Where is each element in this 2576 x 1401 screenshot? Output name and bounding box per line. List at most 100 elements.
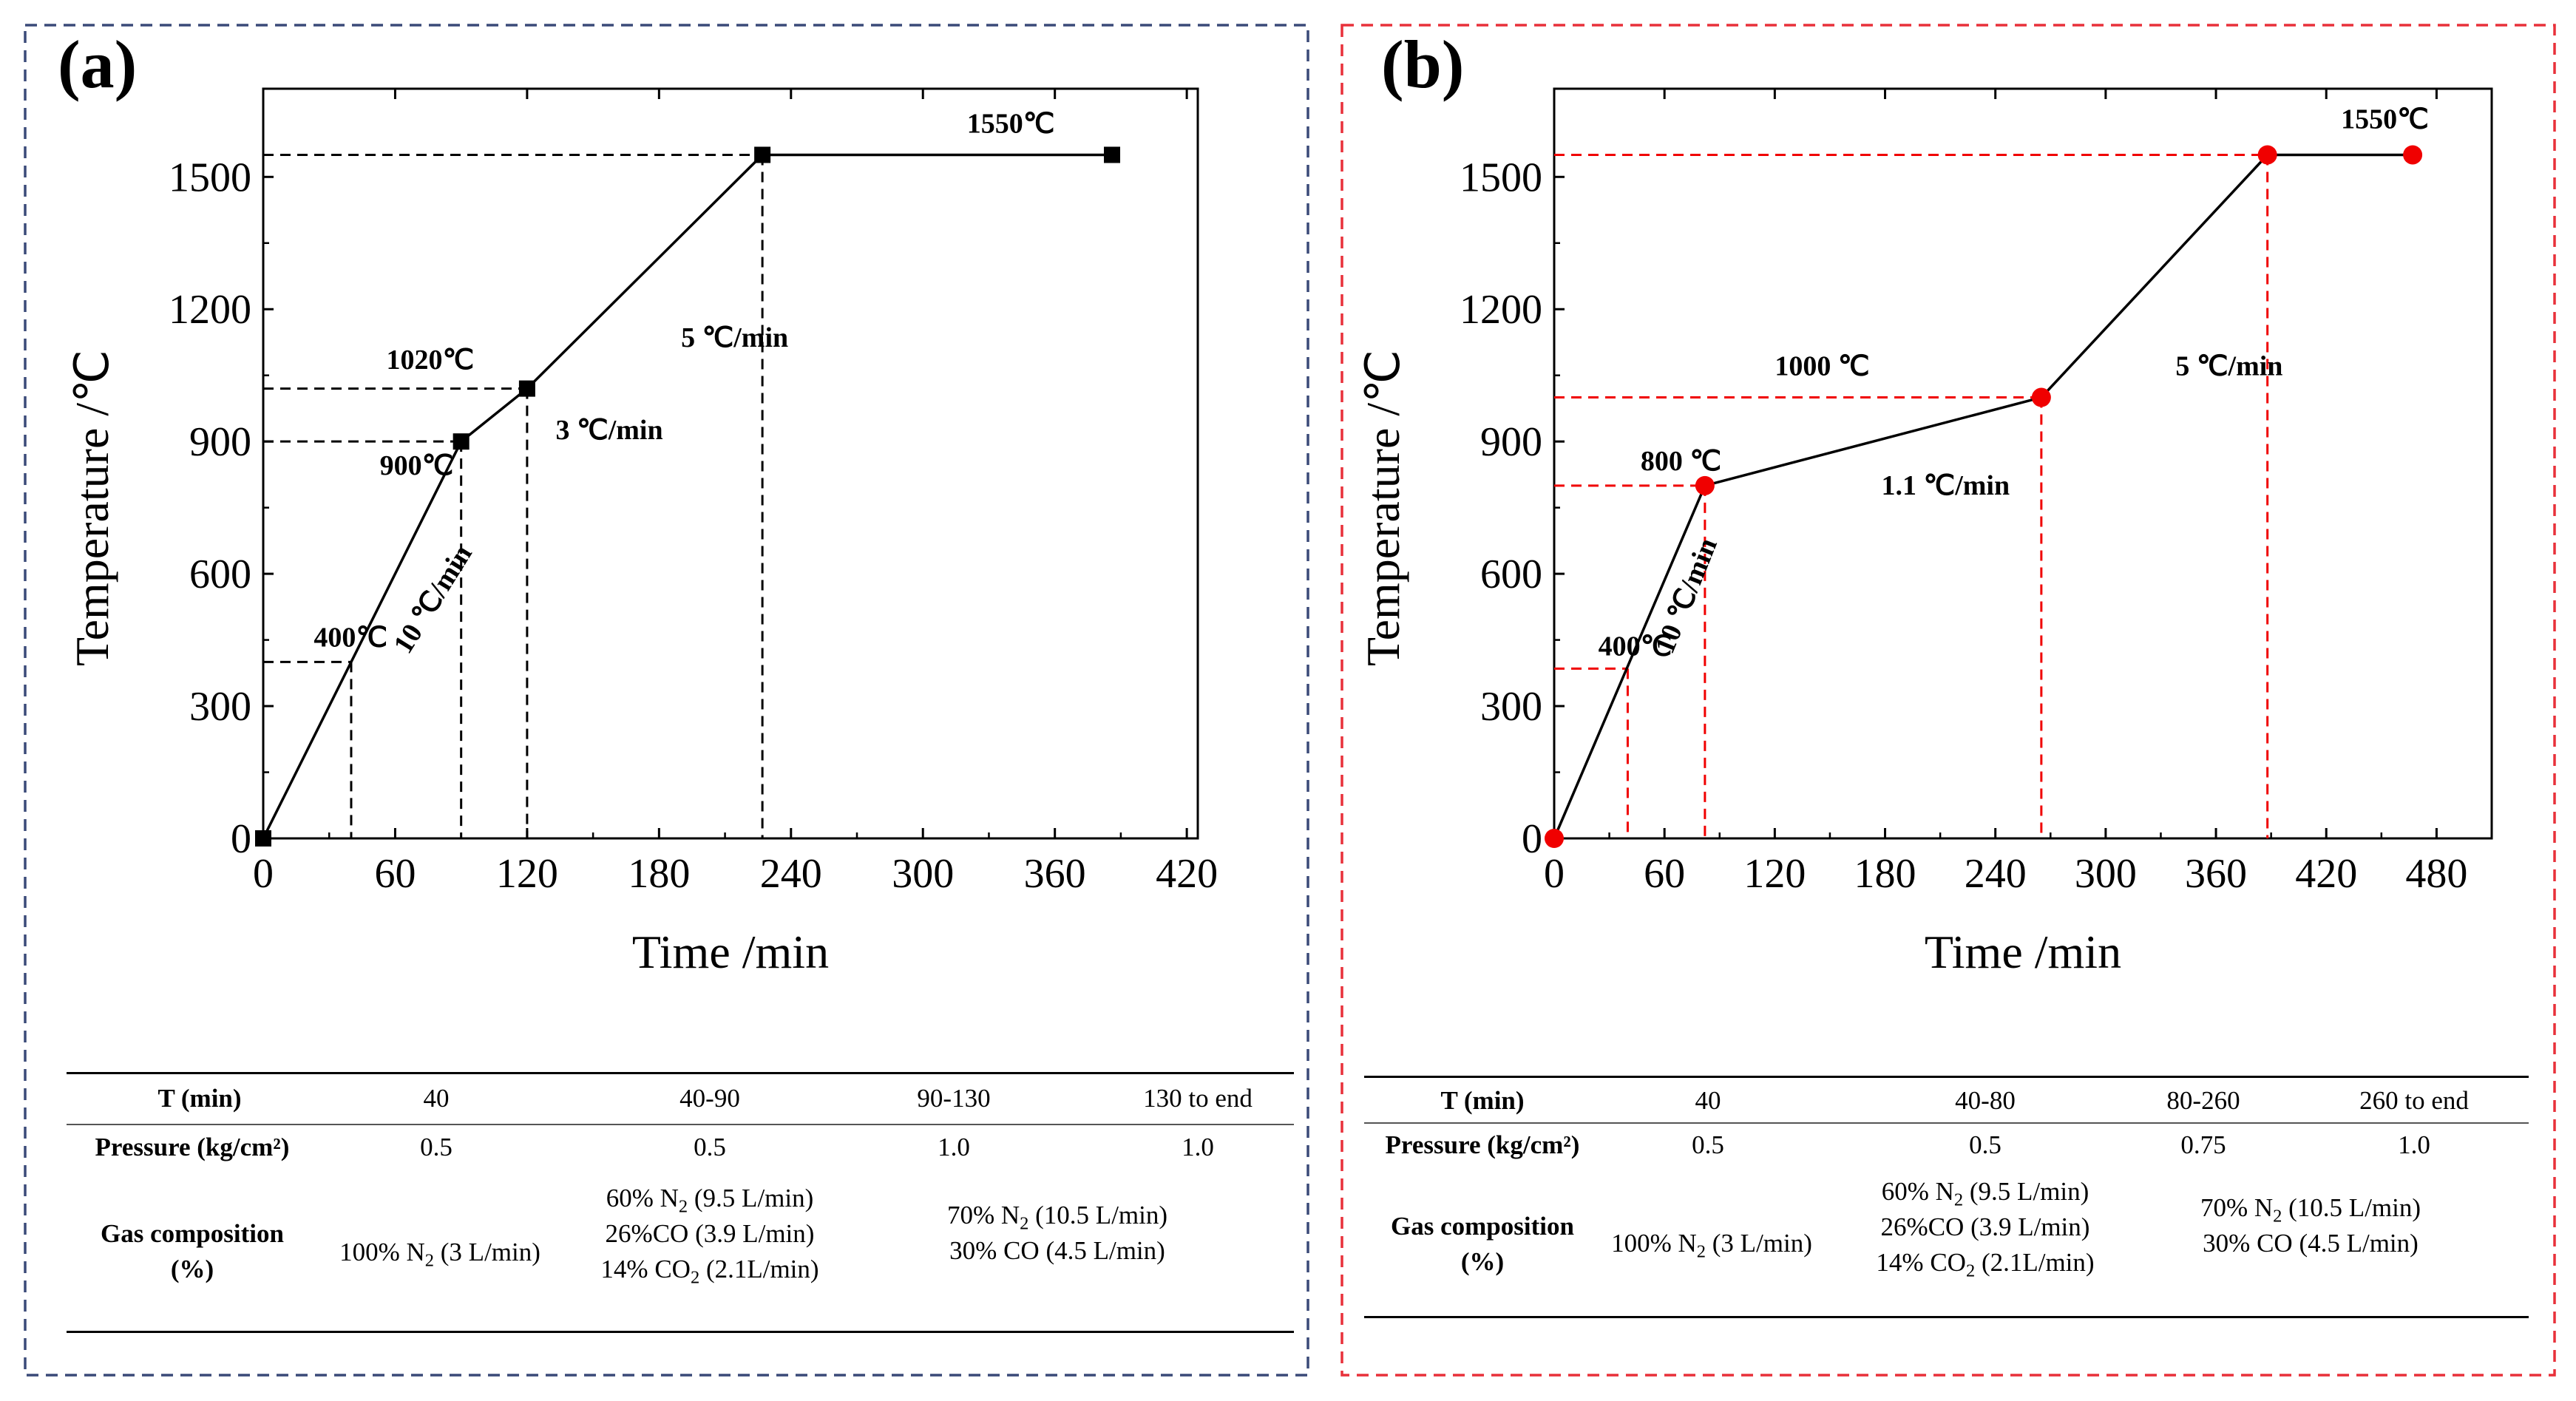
data-point (1695, 475, 1715, 495)
chart-b: 0 60 120 180 240 300 360 420 480 0 300 600 900 1200 15… (1357, 27, 2493, 978)
table-a-row3-c1: 100% N2 (3 L/min) (339, 1238, 540, 1271)
table-a-row1-c1: 40 (423, 1084, 450, 1113)
y-tick-label: 1200 (1460, 287, 1542, 333)
x-tick-label: 300 (2075, 851, 2137, 897)
y-tick-label: 600 (1480, 552, 1542, 597)
plot-frame (262, 87, 1199, 840)
table-a-row1-c2: 40-90 (679, 1084, 740, 1113)
table-a-row2-c1: 0.5 (420, 1133, 453, 1161)
data-point (453, 433, 470, 450)
panel-label: (a) (58, 27, 137, 102)
table-a-row1-c3: 90-130 (917, 1084, 991, 1113)
data-point (754, 146, 771, 163)
panel-label: (b) (1381, 27, 1464, 102)
table-b-row2-c3: 0.75 (2180, 1130, 2226, 1159)
table-b-row1-label: T (min) (1440, 1086, 1525, 1115)
data-point (518, 380, 535, 397)
x-axis-label: Time /min (1925, 926, 2121, 978)
annotation-label: 1550℃ (2341, 104, 2429, 135)
table-b-top-rule (1364, 1076, 2529, 1078)
x-tick-label: 60 (374, 851, 416, 897)
data-point (2031, 387, 2051, 407)
annotation-label: 900℃ (380, 450, 454, 481)
annotation-label: 1020℃ (387, 345, 475, 376)
table-b-row3-c1: 100% N2 (3 L/min) (1611, 1229, 1812, 1262)
table-b-row3-label-2: (%) (1460, 1247, 1505, 1276)
table-a: T (min) 40 40-90 90-130 130 to end Press… (67, 1072, 1294, 1338)
x-tick-label: 360 (2185, 851, 2247, 897)
x-axis-label: Time /min (632, 926, 829, 978)
chart-a: 0 60 120 180 240 300 360 420 0 300 600 900 1200 1500 T… (58, 27, 1218, 978)
annotation-label: 5 ℃/min (2175, 351, 2282, 382)
x-tick-label: 60 (1644, 851, 1685, 897)
table-b-row3-c34: 70% N2 (10.5 L/min) 30% CO (4.5 L/min) (2200, 1193, 2421, 1258)
data-point (2257, 145, 2277, 165)
x-tick-label: 480 (2405, 851, 2467, 897)
table-b-row2-c4: 1.0 (2398, 1130, 2430, 1159)
table-a-row3-label-1: Gas composition (101, 1219, 284, 1248)
table-b-row1-c2: 40-80 (1955, 1086, 2016, 1115)
data-point (2403, 145, 2423, 165)
table-b-row3-label: Gas composition (%) (1357, 1209, 1608, 1280)
table-b-bottom-rule (1364, 1316, 2529, 1318)
table-a-row2-label: Pressure (kg/cm²) (95, 1133, 290, 1161)
plot-frame (1553, 87, 2493, 840)
x-tick-label: 300 (892, 851, 954, 897)
y-tick-label: 900 (1480, 419, 1542, 465)
table-b-row1-c4: 260 to end (2359, 1086, 2469, 1115)
x-tick-label: 180 (1854, 851, 1916, 897)
x-tick-label: 0 (253, 851, 274, 897)
table-b-row2-label: Pressure (kg/cm²) (1385, 1130, 1580, 1159)
table-a-row3-label: Gas composition (%) (67, 1216, 318, 1287)
y-tick-label: 0 (1522, 816, 1542, 862)
annotation-label: 1550℃ (967, 109, 1055, 140)
x-tick-label: 180 (628, 851, 690, 897)
annotation-label: 800 ℃ (1641, 446, 1721, 477)
table-a-row1-c4: 130 to end (1143, 1084, 1253, 1113)
table-b-row3-label-1: Gas composition (1391, 1212, 1574, 1241)
annotation-label: 400℃ (313, 623, 387, 654)
x-tick-label: 420 (2295, 851, 2357, 897)
table-a-row3-label-2: (%) (170, 1255, 214, 1283)
table-b-row2-c1: 0.5 (1692, 1130, 1724, 1159)
x-tick-label: 420 (1156, 851, 1218, 897)
x-tick-label: 360 (1024, 851, 1086, 897)
x-tick-label: 0 (1544, 851, 1565, 897)
y-tick-label: 1200 (169, 287, 251, 333)
annotation-label: 1.1 ℃/min (1882, 470, 2010, 501)
y-tick-label: 600 (189, 552, 251, 597)
panel-a-border (24, 24, 1309, 1377)
annotation-label: 5 ℃/min (681, 322, 788, 353)
panel-b-border (1340, 24, 2556, 1377)
table-a-mid-rule (67, 1124, 1294, 1125)
table-a-row2-c4: 1.0 (1182, 1133, 1214, 1161)
table-b-row3-c2: 60% N2 (9.5 L/min) 26%CO (3.9 L/min) 14%… (1876, 1177, 2095, 1281)
table-a-row1-label: T (min) (157, 1084, 242, 1113)
annotation-label: 10 ℃/min (387, 540, 478, 659)
y-tick-label: 1500 (1460, 155, 1542, 200)
y-axis-label: Temperature /℃ (1357, 350, 1409, 666)
data-point (1545, 829, 1564, 848)
x-tick-label: 120 (496, 851, 558, 897)
table-a-top-rule (67, 1072, 1294, 1074)
table-a-row3-c2: 60% N2 (9.5 L/min) 26%CO (3.9 L/min) 14%… (600, 1184, 819, 1288)
y-tick-label: 900 (189, 419, 251, 465)
table-b-row1-c1: 40 (1695, 1086, 1721, 1115)
table-b: T (min) 40 40-80 80-260 260 to end Press… (1364, 1076, 2529, 1327)
table-b-row2-c2: 0.5 (1969, 1130, 2002, 1159)
y-axis-label: Temperature /℃ (66, 350, 118, 666)
table-b-mid-rule (1364, 1122, 2529, 1124)
x-tick-label: 240 (760, 851, 822, 897)
y-tick-label: 0 (231, 816, 251, 862)
data-point (1104, 146, 1121, 163)
table-a-row3-c34: 70% N2 (10.5 L/min) 30% CO (4.5 L/min) (946, 1201, 1168, 1265)
y-tick-label: 1500 (169, 155, 251, 200)
annotation-label: 3 ℃/min (556, 415, 663, 446)
annotation-label: 10 ℃/min (1650, 534, 1723, 658)
annotation-label: 1000 ℃ (1775, 351, 1869, 382)
series-line (262, 153, 1113, 839)
table-a-row2-c3: 1.0 (938, 1133, 970, 1161)
data-point (255, 830, 271, 847)
table-b-row1-c3: 80-260 (2166, 1086, 2240, 1115)
